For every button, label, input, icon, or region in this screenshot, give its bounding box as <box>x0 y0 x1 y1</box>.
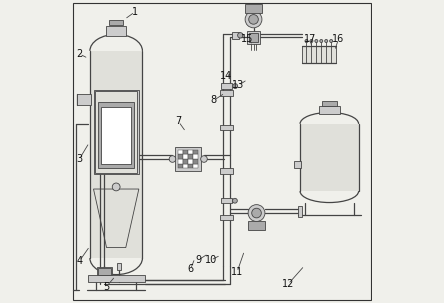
Bar <box>232 32 239 39</box>
Bar <box>188 150 193 154</box>
Bar <box>322 101 337 105</box>
Bar <box>193 150 198 154</box>
Text: 14: 14 <box>219 72 232 82</box>
Bar <box>109 20 123 25</box>
Circle shape <box>310 39 313 42</box>
Bar <box>245 4 262 13</box>
Bar <box>221 83 232 89</box>
Bar <box>301 46 336 63</box>
Bar <box>94 90 139 174</box>
Bar <box>178 159 183 164</box>
Bar <box>183 154 188 159</box>
Text: 6: 6 <box>187 264 194 274</box>
Bar <box>193 164 198 168</box>
Bar <box>188 164 193 168</box>
Circle shape <box>238 33 243 38</box>
Text: 15: 15 <box>242 34 254 44</box>
Text: 5: 5 <box>103 281 110 291</box>
Bar <box>87 275 145 282</box>
Text: 8: 8 <box>210 95 217 105</box>
Bar <box>294 161 301 168</box>
Circle shape <box>248 205 265 221</box>
Bar <box>249 33 258 42</box>
Text: 13: 13 <box>232 81 245 91</box>
Bar <box>183 164 188 168</box>
Circle shape <box>233 198 237 203</box>
Bar <box>183 150 188 154</box>
Text: 12: 12 <box>282 279 294 289</box>
Circle shape <box>315 39 318 42</box>
Text: 1: 1 <box>132 7 138 17</box>
Bar <box>98 102 134 168</box>
Polygon shape <box>90 51 143 258</box>
Bar <box>178 154 183 159</box>
Bar <box>188 159 193 164</box>
Bar <box>221 198 232 203</box>
Circle shape <box>201 156 207 162</box>
Bar <box>98 268 111 275</box>
Bar <box>97 267 112 275</box>
Text: 3: 3 <box>76 154 83 164</box>
Circle shape <box>249 15 258 24</box>
Bar <box>101 107 131 164</box>
Bar <box>106 26 126 36</box>
Bar <box>193 154 198 159</box>
Bar <box>183 159 188 164</box>
Circle shape <box>112 183 120 191</box>
Bar <box>298 205 302 217</box>
Bar <box>220 90 234 96</box>
Text: 9: 9 <box>195 255 201 265</box>
Circle shape <box>325 39 328 42</box>
Text: 7: 7 <box>175 116 182 126</box>
Circle shape <box>252 208 262 218</box>
Circle shape <box>233 84 238 88</box>
Circle shape <box>320 39 323 42</box>
Bar <box>220 125 234 130</box>
Polygon shape <box>94 189 139 248</box>
Text: 11: 11 <box>231 267 243 277</box>
Circle shape <box>305 39 308 42</box>
Text: 17: 17 <box>304 34 316 44</box>
Text: 16: 16 <box>333 34 345 44</box>
Bar <box>220 168 234 174</box>
Bar <box>117 263 121 270</box>
Bar <box>178 150 183 154</box>
Bar <box>248 221 265 231</box>
Text: 10: 10 <box>205 255 217 265</box>
Circle shape <box>169 156 176 162</box>
Bar <box>220 215 234 220</box>
Bar <box>193 159 198 164</box>
Polygon shape <box>300 124 359 191</box>
Bar <box>178 164 183 168</box>
Bar <box>188 154 193 159</box>
Circle shape <box>245 11 262 28</box>
Text: 2: 2 <box>76 49 83 59</box>
Bar <box>95 92 137 172</box>
Bar <box>77 94 91 105</box>
Bar <box>175 147 201 171</box>
Circle shape <box>329 39 333 42</box>
Text: 4: 4 <box>76 256 83 266</box>
Bar <box>319 105 340 114</box>
Bar <box>247 31 260 44</box>
